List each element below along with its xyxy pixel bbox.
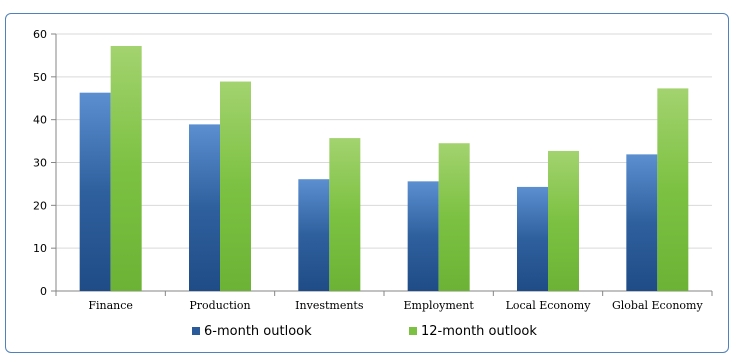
bar-six-month [189,124,220,292]
legend-label: 12-month outlook [421,324,537,339]
x-tick-label: Global Economy [612,299,703,312]
bar-twelve-month [548,150,579,291]
bar-six-month [298,179,330,291]
legend-label: 6-month outlook [204,324,312,339]
y-tick-label: 30 [33,157,47,170]
legend-swatch [409,327,417,335]
bar-twelve-month [110,45,142,291]
y-tick-label: 50 [33,71,47,84]
x-tick-label: Investments [295,299,364,312]
y-tick-label: 20 [33,199,47,212]
bar-twelve-month [220,81,251,291]
bar-twelve-month [438,143,470,291]
gridlines [56,33,712,249]
legend-swatch [192,327,200,335]
y-tick-label: 40 [33,114,47,127]
bar-six-month [517,186,548,291]
bar-twelve-month [329,138,361,291]
bars [79,45,689,292]
x-tick-label: Local Economy [506,299,592,312]
y-tick-label: 0 [40,285,47,298]
bar-six-month [407,181,439,291]
axis-labels: 0 10 20 30 40 50 60 Finance Production Investment… [33,28,703,312]
bar-six-month [626,154,658,291]
x-tick-label: Employment [404,299,475,312]
bar-six-month [79,92,111,291]
bar-twelve-month [657,88,689,291]
x-tick-label: Production [189,299,250,312]
axes [51,33,713,296]
y-tick-label: 60 [33,28,47,41]
legend: 6-month outlook 12-month outlook [192,324,537,339]
y-tick-label: 10 [33,242,47,255]
x-tick-label: Finance [88,299,133,312]
